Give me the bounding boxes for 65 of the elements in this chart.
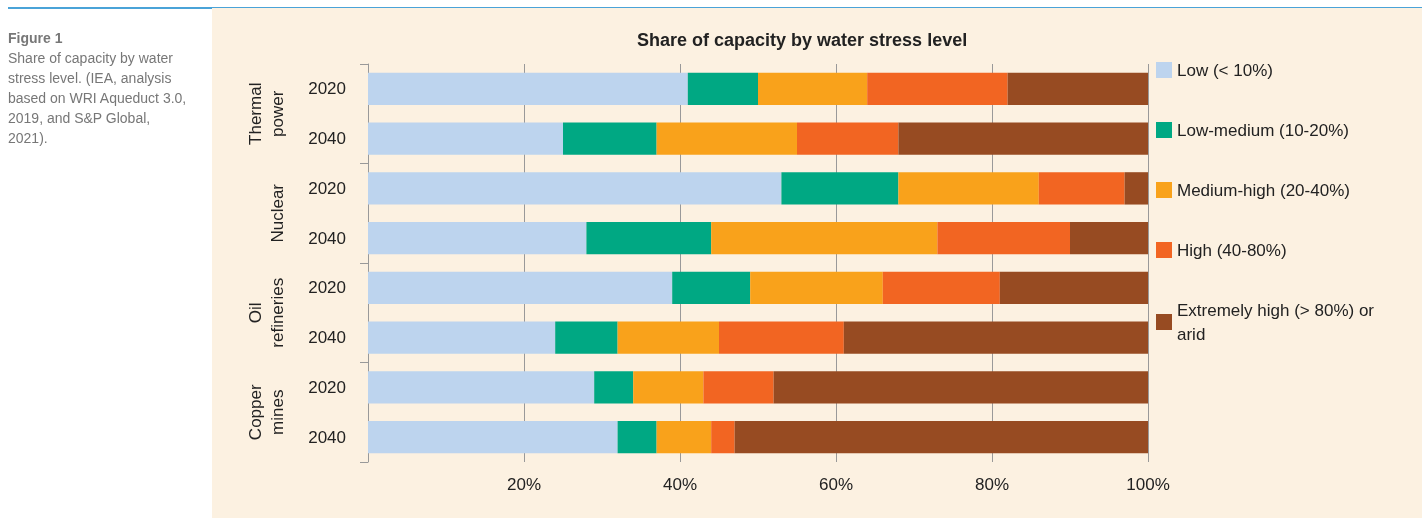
bar <box>999 271 1148 305</box>
bar <box>898 172 1039 205</box>
y-tick-label: 2020 <box>308 377 346 397</box>
bar <box>898 122 1148 155</box>
bar <box>368 221 587 255</box>
bar <box>368 172 782 205</box>
bar <box>882 271 1000 305</box>
legend-label: Low-medium (10-20%) <box>1177 120 1349 140</box>
bar <box>781 172 899 205</box>
x-tick-label: 40% <box>662 475 698 494</box>
bar <box>843 321 1148 354</box>
y-tick-label: 2020 <box>308 278 346 298</box>
bar <box>656 420 712 454</box>
text: Copper mines <box>245 384 287 441</box>
bar <box>711 221 938 255</box>
bar <box>633 371 704 404</box>
bar <box>687 72 758 106</box>
legend-label: Medium-high (20-40%) <box>1177 180 1350 200</box>
bar <box>586 221 712 255</box>
bar <box>719 321 844 354</box>
bar <box>703 371 774 404</box>
bar <box>1038 172 1125 205</box>
text: Nuclear <box>267 183 287 243</box>
y-tick-label: 2020 <box>308 79 346 99</box>
bar <box>617 321 719 354</box>
bar <box>617 420 657 454</box>
x-tick-label: 60% <box>818 475 854 494</box>
y-tick-label: 2040 <box>308 228 346 248</box>
bar <box>797 122 899 155</box>
legend-label: High (40-80%) <box>1177 240 1287 260</box>
bar <box>555 321 618 354</box>
bar <box>937 221 1070 255</box>
x-tick-label: 20% <box>506 475 542 494</box>
bar <box>734 420 1148 454</box>
text: Share of capacity by water stress level. (IEA, analysis based on WRI Aqueduct 3.0, 2019, and S&P Global, 2021). <box>8 49 188 148</box>
legend-label: Extremely high (> 80%) or arid <box>1177 300 1379 344</box>
y-tick-label: 2040 <box>308 129 346 149</box>
bar <box>563 122 657 155</box>
bar <box>368 122 563 155</box>
text: Figure 1 <box>8 29 64 48</box>
legend-label: Low (< 10%) <box>1177 60 1273 80</box>
bar <box>758 72 868 106</box>
bar <box>867 72 1008 106</box>
bar <box>368 420 618 454</box>
y-tick-label: 2040 <box>308 328 346 348</box>
bar <box>368 321 556 354</box>
bar <box>368 271 673 305</box>
bar <box>1070 221 1148 255</box>
bar <box>656 122 797 155</box>
bar <box>773 371 1148 404</box>
x-tick-label: 100% <box>1126 475 1170 494</box>
y-tick-label: 2040 <box>308 427 346 447</box>
y-tick-label: 2020 <box>308 178 346 198</box>
chart-title: Share of capacity by water stress level <box>637 30 968 50</box>
x-tick-label: 80% <box>974 475 1010 494</box>
bar <box>368 72 688 106</box>
bar <box>1007 72 1148 106</box>
bar <box>1124 172 1148 205</box>
text: Thermal power <box>245 82 287 145</box>
text: Oil refineries <box>245 277 287 348</box>
bar <box>672 271 751 305</box>
bar <box>750 271 883 305</box>
bar <box>711 420 735 454</box>
bar <box>368 371 595 404</box>
bar <box>594 371 634 404</box>
